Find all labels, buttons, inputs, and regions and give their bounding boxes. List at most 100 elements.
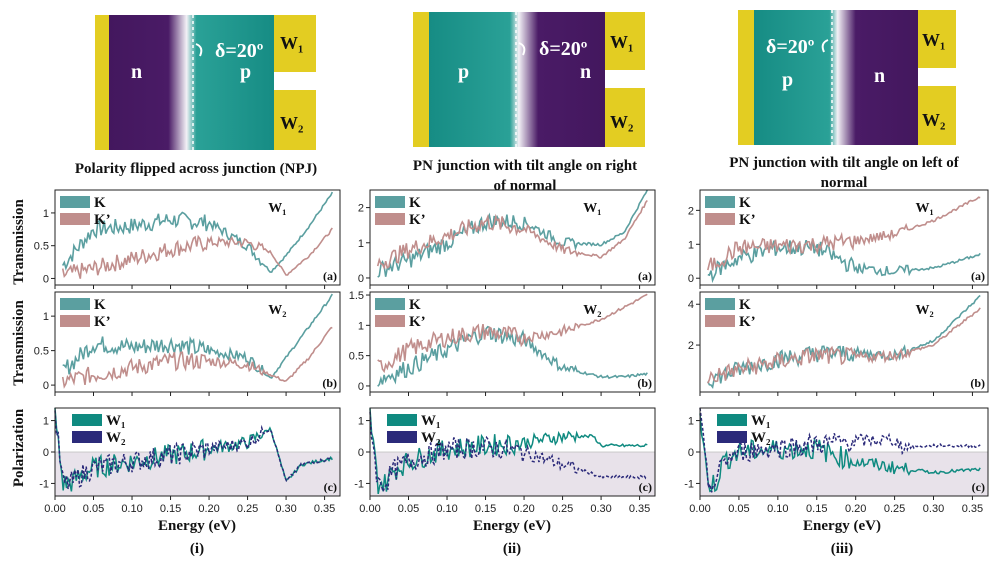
contact-w2-label: W₂ <box>280 113 303 133</box>
x-tick-label: 0.05 <box>398 503 419 515</box>
legend-swatch <box>60 213 90 225</box>
plot-frame <box>699 189 989 286</box>
series-line-w2 <box>369 411 648 494</box>
plot-(ii)-(c): 0.00 0.05 0.10 0.15 0.20 0.25 0.30 0.35 1 0 -1 W₁W₂… <box>354 407 656 515</box>
panel-letter: (c) <box>972 480 985 494</box>
diagram-caption: Polarity flipped across junction (NPJ) <box>75 161 317 177</box>
angle-label: δ=20º <box>215 40 264 62</box>
x-tick-label: 0.15 <box>160 503 181 515</box>
y-tick-label: 0.5 <box>34 346 49 358</box>
legend-label: K <box>94 195 106 211</box>
y-tick-label: 2 <box>358 203 364 215</box>
lead-left <box>738 10 754 145</box>
y-tick-label: 0 <box>358 447 364 459</box>
y-tick-label: 1.5 <box>349 290 364 302</box>
plot-(iii)-(b): 2 4 KK’ W₂ (b) <box>688 291 989 396</box>
region-label-right: p <box>240 61 251 83</box>
legend-label: K’ <box>739 212 756 228</box>
y-tick-label: 1 <box>688 416 694 428</box>
legend-label: K’ <box>739 314 756 330</box>
legend-swatch <box>375 213 405 225</box>
legend-label: K <box>739 297 751 313</box>
x-tick-label: 0.30 <box>275 503 296 515</box>
y-tick-label: 2 <box>688 205 694 217</box>
series-line-k-prime <box>707 196 981 271</box>
contact-w1-label: W₁ <box>610 32 633 52</box>
panel-letter: (b) <box>970 376 985 390</box>
negative-region-shade <box>700 452 988 496</box>
y-tick-label: 1 <box>43 416 49 428</box>
column-label: (i) <box>190 541 204 557</box>
y-tick-label: 2 <box>688 340 694 352</box>
device-diagram-npj: n δ=20º p W₁ W₂ Polarity flipped across … <box>75 15 317 177</box>
legend-swatch <box>375 298 405 310</box>
legend-swatch <box>60 315 90 327</box>
negative-region-shade <box>370 452 655 496</box>
x-tick-label: 0.25 <box>237 503 258 515</box>
diagram-caption: PN junction with tilt angle on right <box>413 158 637 174</box>
series-line-k-prime <box>61 227 333 279</box>
plot-(i)-(a): 0 0.5 1 KK’ W₁ (a) <box>34 189 341 289</box>
plot-frame <box>369 189 656 286</box>
series-line-k <box>707 239 981 284</box>
contact-w1 <box>918 10 956 68</box>
plot-(ii)-(a): 0 1 2 KK’ W₁ (a) <box>358 189 656 289</box>
legend-label: W₂ <box>421 430 441 446</box>
y-tick-label: 1 <box>358 320 364 332</box>
legend-swatch <box>705 298 735 310</box>
device-diagram-tilt-right: p δ=20º n W₁ W₂ PN junction with tilt an… <box>413 12 645 194</box>
y-axis-label-transmission-b: Transmission <box>11 300 27 386</box>
panel-letter: (a) <box>323 269 337 283</box>
x-tick-label: 0.05 <box>83 503 104 515</box>
device-diagram-tilt-left: δ=20º p n W₁ W₂ PN junction with tilt an… <box>729 10 960 191</box>
legend-swatch <box>705 213 735 225</box>
y-tick-label: 0 <box>43 380 49 392</box>
contact-w2 <box>918 86 956 145</box>
diagram-caption: normal <box>821 175 868 191</box>
legend-label: K <box>409 195 421 211</box>
y-tick-label: 1 <box>358 416 364 428</box>
lead-left <box>95 15 109 150</box>
legend-swatch <box>60 298 90 310</box>
series-line-k <box>377 189 649 278</box>
panel-letter: (c) <box>639 480 652 494</box>
column-label: (ii) <box>503 541 521 557</box>
contact-w2-label: W₂ <box>922 110 945 130</box>
x-tick-label: 0.25 <box>552 503 573 515</box>
panel-letter: (b) <box>637 376 652 390</box>
series-line-w2 <box>699 407 981 493</box>
y-tick-label: 1 <box>358 238 364 250</box>
legend-label: W₂ <box>106 430 126 446</box>
y-tick-label: -1 <box>684 478 694 490</box>
x-tick-label: 0.20 <box>198 503 219 515</box>
legend-swatch <box>60 196 90 208</box>
x-tick-label: 0.15 <box>475 503 496 515</box>
plot-(i)-(c): 0.00 0.05 0.10 0.15 0.20 0.25 0.30 0.35 1 0 -1 W₁W₂… <box>39 407 341 515</box>
legend-swatch <box>717 414 747 426</box>
x-tick-label: 0.30 <box>590 503 611 515</box>
region-label-left: p <box>458 61 469 83</box>
x-tick-label: 0.00 <box>689 503 710 515</box>
region-label-left: n <box>131 61 142 83</box>
diagram-caption: of normal <box>494 178 557 194</box>
series-line-k <box>61 191 334 273</box>
x-tick-label: 0.00 <box>359 503 380 515</box>
y-axis-label-polarization: Polarization <box>11 408 27 487</box>
legend-label: W₂ <box>751 430 771 446</box>
x-tick-label: 0.35 <box>314 503 335 515</box>
series-line-k-prime <box>61 326 333 389</box>
plot-(ii)-(b): 0 0.5 1 1.5 KK’ W₂ (b) <box>349 290 656 396</box>
x-tick-label: 0.20 <box>513 503 534 515</box>
panel-contact-label: W₁ <box>583 201 601 216</box>
y-tick-label: 0 <box>43 273 49 285</box>
plot-frame <box>699 291 989 393</box>
y-tick-label: 0.5 <box>349 351 364 363</box>
region-label-right: n <box>874 65 885 87</box>
plot-frame <box>54 291 341 393</box>
panel-letter: (c) <box>324 480 337 494</box>
column-label: (iii) <box>831 541 854 557</box>
y-tick-label: 0 <box>688 447 694 459</box>
legend-swatch <box>387 414 417 426</box>
plot-(i)-(b): 0 0.5 1 KK’ W₂ (b) <box>34 291 341 396</box>
